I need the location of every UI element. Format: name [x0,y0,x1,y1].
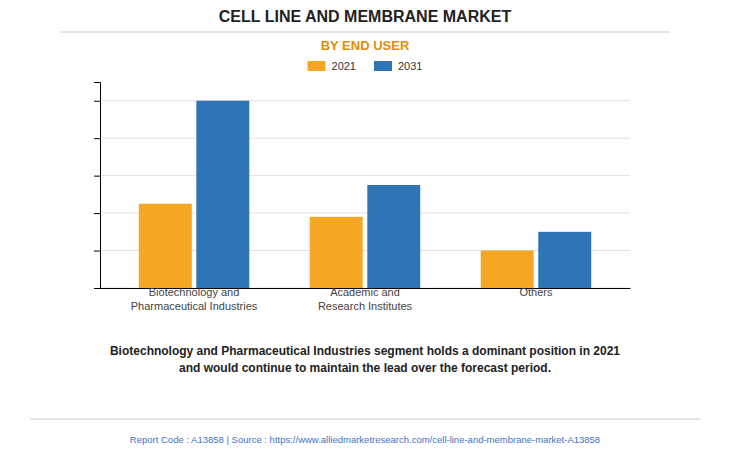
y-tick-mark [94,288,100,289]
grid [100,101,630,288]
bar [139,204,192,288]
y-tick-mark [94,138,100,139]
title-rule [60,32,670,33]
bars [139,101,591,288]
y-tick [94,176,100,177]
footer-rule [30,419,700,420]
legend-label: 2031 [398,60,422,72]
y-axis [94,83,101,289]
legend-label: 2021 [332,60,356,72]
annotation: Biotechnology and Pharmaceutical Industr… [110,344,620,375]
bar [538,232,591,288]
title: CELL LINE AND MEMBRANE MARKET [219,8,512,25]
legend-swatch [374,61,392,71]
text-line: Academic and [330,286,400,298]
y-axis-line [94,83,101,289]
y-tick-mark [94,251,100,252]
bar [367,185,420,288]
y-tick [94,213,100,214]
bar [310,217,363,288]
x-tick-label: Biotechnology and Pharmaceutical Industri… [131,286,258,312]
x-tick: Others [519,286,553,298]
x-tick-label: Others [519,286,553,298]
footer: Report Code : A13858 | Source : https://… [130,434,600,445]
legend-swatch [308,61,326,71]
text-line: Biotechnology and [149,286,240,298]
legend: 2021 2031 [308,60,423,72]
text-line: Biotechnology and Pharmaceutical Industr… [110,344,620,358]
y-tick-mark [94,213,100,214]
text-line: Research Institutes [318,300,413,312]
plot-area: Biotechnology and Pharmaceutical Industri… [94,83,631,312]
text-line: Others [519,286,553,298]
y-tick-mark [94,101,100,102]
grid-line [100,138,630,139]
subtitle: BY END USER [321,38,410,53]
y-tick [94,251,100,252]
legend-item: 2031 [374,60,422,72]
x-tick-label: Academic and Research Institutes [318,286,413,312]
grid-line [100,100,630,101]
text-line: Report Code : A13858 | Source : https://… [130,434,600,445]
legend-item: 2021 [308,60,356,72]
grid-line [100,175,630,176]
y-tick [94,138,100,139]
x-tick: Academic and Research Institutes [318,286,413,312]
y-tick [94,101,100,102]
bar-series [196,101,591,288]
bar [481,251,534,288]
bar [196,101,249,288]
y-tick-mark [94,176,100,177]
text-line: Pharmaceutical Industries [131,300,258,312]
chart-svg: CELL LINE AND MEMBRANE MARKET BY END USER… [0,0,730,473]
text-line: and would continue to maintain the lead … [179,361,551,375]
x-tick: Biotechnology and Pharmaceutical Industri… [131,286,258,312]
y-tick [94,288,100,289]
x-axis: Biotechnology and Pharmaceutical Industri… [101,286,631,312]
